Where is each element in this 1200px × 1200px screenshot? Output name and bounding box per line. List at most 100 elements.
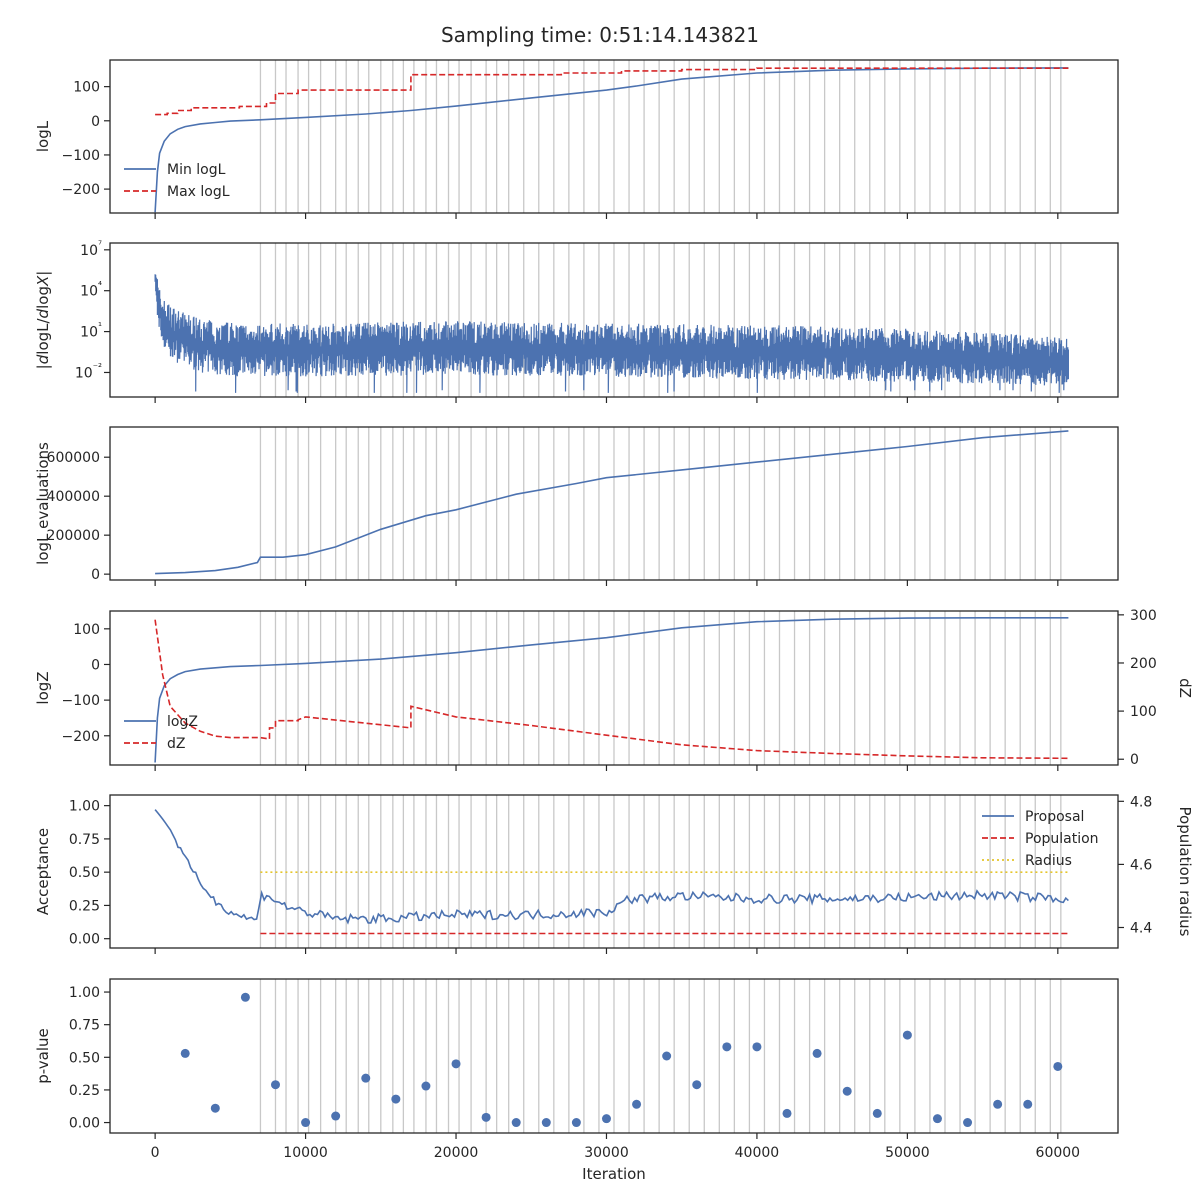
legend-label: Min logL	[167, 162, 226, 178]
y2-tick-label: 0	[1130, 752, 1139, 768]
p-value-point	[632, 1099, 642, 1109]
y2-tick-label: 300	[1130, 608, 1157, 624]
p-value-point	[963, 1118, 973, 1128]
p-value-point	[571, 1118, 581, 1128]
p-value-point	[301, 1118, 311, 1128]
y-tick-label: 0.25	[69, 1083, 100, 1099]
series-max-logl	[155, 67, 1069, 116]
p-value-point	[481, 1112, 491, 1122]
p-value-point	[993, 1099, 1003, 1109]
p-value-point	[601, 1114, 611, 1124]
panel-2: 10⁷ 10⁴ 10¹ 10⁻² |dlogL/dlogX|	[34, 240, 1119, 403]
y-tick-label: −100	[62, 693, 100, 709]
legend-label: Max logL	[167, 184, 230, 200]
panel-1: 100 0 −100 −200 logL Min logL Max logL	[34, 59, 1119, 219]
series-dz	[154, 619, 1069, 760]
p-value-point	[692, 1080, 702, 1090]
y-tick-label: −200	[62, 729, 100, 745]
panel-4: 100 0 −100 −200 300 200 100 0 dZ logZ logZ dZ	[34, 608, 1194, 771]
p-value-point	[1023, 1099, 1033, 1109]
y-tick-label: 0	[91, 567, 100, 583]
axes-frame	[109, 426, 1119, 581]
x-tick-label: 50000	[885, 1145, 930, 1161]
y-tick-label: 10⁷	[80, 240, 102, 259]
y-tick-label: −200	[62, 182, 100, 198]
p-value-point	[782, 1108, 792, 1118]
p-value-point	[1053, 1061, 1063, 1071]
y-axis-label: logL	[34, 120, 52, 152]
series-1	[155, 430, 1069, 575]
x-tick-label: 40000	[735, 1145, 780, 1161]
y2-tick-label: 100	[1130, 704, 1157, 720]
y2-tick-label: 4.8	[1130, 794, 1152, 810]
p-value-point	[361, 1073, 371, 1083]
y-tick-label: 0	[91, 114, 100, 130]
figure-title: Sampling time: 0:51:14.143821	[441, 23, 759, 47]
y-tick-label: 0.00	[69, 932, 100, 948]
panel-6: 1.00 0.75 0.50 0.25 0.00 0 10000 20000 30000 4000…	[34, 978, 1119, 1183]
y2-tick-label: 200	[1130, 656, 1157, 672]
legend-label: Proposal	[1025, 809, 1084, 825]
y-axis-label: Acceptance	[34, 828, 52, 915]
series-1	[154, 274, 1069, 393]
p-value-point	[722, 1042, 732, 1052]
p-value-point	[541, 1118, 551, 1128]
y-tick-label: 0.75	[69, 832, 100, 848]
x-tick-label: 10000	[283, 1145, 328, 1161]
legend-label: logZ	[167, 714, 198, 730]
p-value-point	[210, 1103, 220, 1113]
y-tick-label: 0	[91, 657, 100, 673]
panel-3: 600000 400000 200000 0 logL evaluations	[34, 426, 1119, 586]
y-tick-label: 400000	[47, 489, 100, 505]
p-value-point	[331, 1111, 341, 1121]
y-tick-label: 10⁴	[80, 281, 102, 300]
y-tick-label: 10⁻²	[75, 362, 102, 381]
legend-label: Population	[1025, 831, 1099, 847]
y2-axis-label: dZ	[1176, 678, 1194, 698]
x-tick-label: 20000	[434, 1145, 479, 1161]
y-tick-label: −100	[62, 148, 100, 164]
y2-tick-label: 4.6	[1130, 857, 1152, 873]
p-value-point	[270, 1080, 280, 1090]
x-tick-label: 60000	[1036, 1145, 1081, 1161]
y-tick-label: 600000	[47, 450, 100, 466]
y2-axis-label: Population radius	[1176, 807, 1194, 937]
y-tick-label: 0.50	[69, 865, 100, 881]
y-tick-label: 0.75	[69, 1018, 100, 1034]
p-value-point	[842, 1086, 852, 1096]
p-value-point	[902, 1030, 912, 1040]
p-value-point	[391, 1094, 401, 1104]
y2-tick-label: 4.4	[1130, 920, 1152, 936]
p-value-point	[662, 1051, 672, 1061]
series-min-logl	[154, 67, 1069, 213]
y-tick-label: 10¹	[80, 322, 102, 341]
p-value-point	[240, 992, 250, 1002]
p-value-point	[511, 1118, 521, 1128]
y-tick-label: 100	[73, 80, 100, 96]
y-tick-label: 0.50	[69, 1050, 100, 1066]
y-axis-label: logZ	[34, 671, 52, 704]
axes-frame	[109, 59, 1119, 214]
axes-frame	[109, 610, 1119, 766]
p-value-point	[451, 1059, 461, 1069]
series-logz	[154, 617, 1069, 763]
y-axis-label: |dlogL/dlogX|	[34, 271, 52, 370]
p-value-point	[932, 1114, 942, 1124]
p-value-point	[812, 1048, 822, 1058]
axes-frame	[109, 242, 1119, 398]
y-axis-label: logL evaluations	[34, 442, 52, 565]
x-axis-label: Iteration	[582, 1165, 646, 1183]
y-tick-label: 1.00	[69, 799, 100, 815]
x-tick-label: 30000	[584, 1145, 629, 1161]
y-tick-label: 0.25	[69, 898, 100, 914]
legend-label: dZ	[167, 736, 185, 752]
y-tick-label: 100	[73, 622, 100, 638]
p-value-point	[872, 1108, 882, 1118]
panel-5: 1.00 0.75 0.50 0.25 0.00 4.8 4.6 4.4 Population …	[34, 794, 1194, 954]
axes-frame	[109, 794, 1119, 949]
y-tick-label: 200000	[47, 528, 100, 544]
series-proposal	[154, 809, 1069, 925]
p-value-point	[421, 1081, 431, 1091]
